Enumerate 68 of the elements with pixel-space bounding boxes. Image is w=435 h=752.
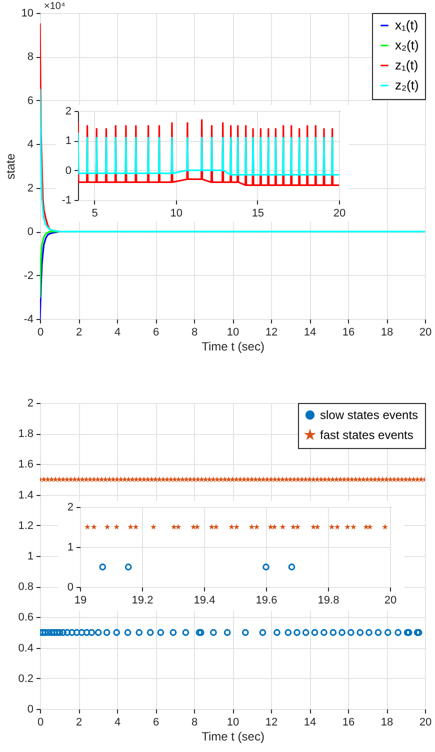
y-tick-label: -4	[24, 314, 34, 326]
x-tick-label: 4	[114, 326, 121, 338]
y-tick-label: 0	[27, 226, 34, 238]
y-tick-label: -1	[62, 194, 72, 206]
x-tick-label: 20	[419, 326, 432, 338]
x-tick-label: 20	[419, 716, 432, 728]
x-tick-label: 19	[74, 594, 87, 606]
y-tick-label: 0	[27, 704, 34, 716]
legend-label: z₂(t)	[395, 78, 419, 92]
y-tick-label: 1	[67, 542, 74, 554]
y-tick-label: 1.6	[18, 458, 34, 471]
legend-label: slow states events	[320, 408, 418, 422]
legend-label: x₂(t)	[395, 38, 419, 52]
x-axis-title: Time t (sec)	[202, 730, 264, 744]
y-tick-label: 0.6	[18, 612, 34, 624]
text: ×10⁴	[44, 1, 66, 12]
x-axis-title: Time t (sec)	[202, 340, 264, 354]
x-tick-label: 8	[191, 716, 198, 728]
x-tick-label: 6	[152, 716, 160, 728]
x-tick-label: 16	[342, 326, 355, 338]
y-tick-label: 1.8	[18, 428, 34, 440]
x-tick-label: 8	[191, 326, 198, 338]
x-tick-label: 0	[37, 326, 44, 338]
x-tick-label: 12	[265, 326, 278, 338]
x-tick-label: 19.8	[318, 594, 340, 606]
y-tick-label: 6	[27, 94, 34, 107]
y-tick-label: 0.2	[18, 672, 34, 685]
x-tick-label: 18	[380, 326, 394, 338]
x-tick-label: 14	[304, 326, 316, 338]
y-tick-label: 1	[27, 550, 34, 562]
x-tick-label: 16	[342, 716, 355, 728]
x-tick-label: 10	[226, 716, 240, 728]
y-axis-title: state	[3, 153, 18, 180]
y-tick-label: 1	[65, 135, 72, 148]
x-tick-label: 10	[226, 326, 240, 338]
y-tick-label: 0.4	[18, 642, 34, 654]
x-tick-label: 12	[265, 716, 278, 728]
x-tick-label: 6	[152, 326, 160, 338]
y-tick-label: 2	[27, 182, 34, 194]
y-tick-label: 0.8	[18, 581, 34, 594]
x-tick-label: 18	[380, 716, 394, 728]
y-tick-label: 1.4	[18, 489, 34, 502]
x-tick-label: 4	[114, 716, 121, 728]
x-tick-label: 19.4	[194, 594, 216, 606]
x-tick-label: 19.2	[132, 594, 154, 606]
y-tick-label: 0	[67, 582, 74, 594]
y-tick-label: 8	[27, 51, 34, 64]
x-tick-label: 2	[76, 326, 82, 338]
y-tick-label: 2	[65, 106, 72, 118]
x-tick-label: 10	[170, 208, 182, 220]
y-tick-label: 2	[27, 398, 34, 410]
x-tick-label: 20	[384, 594, 397, 606]
legend-label: fast states events	[320, 428, 414, 442]
x-tick-label: 15	[252, 208, 264, 220]
x-tick-label: 19.6	[256, 594, 278, 606]
y-tick-label: 10	[21, 8, 34, 20]
x-tick-label: 2	[76, 716, 82, 728]
y-tick-label: 1.2	[18, 520, 34, 532]
x-tick-label: 20	[333, 208, 346, 220]
x-tick-label: 0	[37, 716, 44, 728]
x-tick-label: 14	[304, 716, 316, 728]
legend-label: z₁(t)	[395, 58, 418, 72]
x-tick-label: 5	[92, 208, 98, 220]
legend-label: x₁(t)	[395, 18, 418, 32]
y-tick-label: 0	[65, 164, 72, 177]
y-tick-label: -2	[24, 270, 34, 282]
y-tick-label: 4	[27, 138, 34, 151]
y-tick-label: 2	[67, 502, 74, 514]
